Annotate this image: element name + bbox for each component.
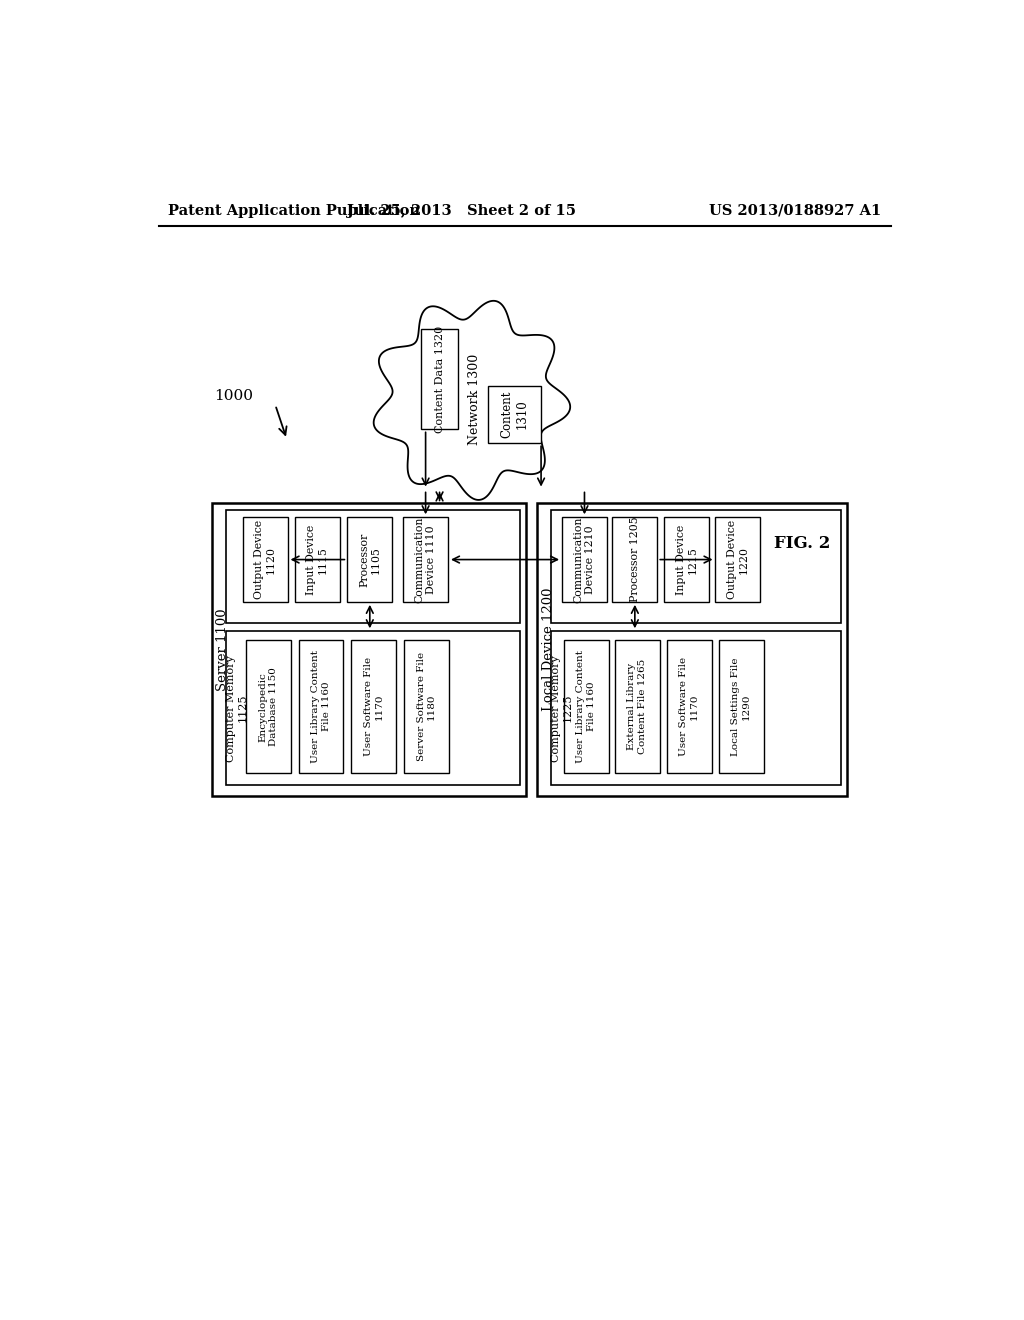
FancyBboxPatch shape — [562, 517, 607, 602]
Text: User Software File
1170: User Software File 1170 — [364, 657, 383, 756]
Text: Communication
Device 1110: Communication Device 1110 — [415, 516, 436, 603]
Text: US 2013/0188927 A1: US 2013/0188927 A1 — [709, 203, 882, 218]
FancyBboxPatch shape — [295, 517, 340, 602]
Text: Jul. 25, 2013   Sheet 2 of 15: Jul. 25, 2013 Sheet 2 of 15 — [347, 203, 575, 218]
Text: 1000: 1000 — [215, 388, 254, 403]
FancyBboxPatch shape — [225, 510, 520, 623]
Polygon shape — [374, 301, 570, 500]
FancyBboxPatch shape — [716, 517, 761, 602]
Text: Local Settings File
1290: Local Settings File 1290 — [731, 657, 751, 756]
Text: Patent Application Publication: Patent Application Publication — [168, 203, 420, 218]
FancyBboxPatch shape — [719, 640, 764, 774]
FancyBboxPatch shape — [665, 517, 710, 602]
FancyBboxPatch shape — [421, 330, 458, 429]
FancyBboxPatch shape — [614, 640, 659, 774]
FancyBboxPatch shape — [243, 517, 288, 602]
Text: Computer Memory
1225: Computer Memory 1225 — [551, 655, 572, 762]
Text: User Software File
1170: User Software File 1170 — [679, 657, 698, 756]
Text: Server 1100: Server 1100 — [216, 609, 229, 690]
Text: Processor
1105: Processor 1105 — [359, 532, 381, 586]
FancyBboxPatch shape — [246, 640, 291, 774]
Text: User Library Content
File 1160: User Library Content File 1160 — [311, 651, 331, 763]
Text: Processor 1205: Processor 1205 — [630, 516, 640, 602]
FancyBboxPatch shape — [299, 640, 343, 774]
Text: Encyclopedic
Database 1150: Encyclopedic Database 1150 — [259, 667, 278, 746]
Text: Output Device
1120: Output Device 1120 — [254, 520, 276, 599]
Text: Output Device
1220: Output Device 1220 — [727, 520, 749, 599]
Text: Computer Memory
1125: Computer Memory 1125 — [225, 655, 248, 762]
FancyBboxPatch shape — [667, 640, 712, 774]
Text: Input Device
1215: Input Device 1215 — [676, 524, 697, 595]
Text: Communication
Device 1210: Communication Device 1210 — [573, 516, 595, 603]
Text: User Library Content
File 1160: User Library Content File 1160 — [577, 651, 596, 763]
FancyBboxPatch shape — [212, 503, 525, 796]
FancyBboxPatch shape — [551, 631, 841, 785]
FancyBboxPatch shape — [551, 510, 841, 623]
FancyBboxPatch shape — [612, 517, 657, 602]
FancyBboxPatch shape — [538, 503, 847, 796]
FancyBboxPatch shape — [225, 631, 520, 785]
Text: Local Device 1200: Local Device 1200 — [542, 587, 555, 711]
FancyBboxPatch shape — [403, 517, 449, 602]
FancyBboxPatch shape — [351, 640, 396, 774]
Text: Network 1300: Network 1300 — [468, 354, 481, 445]
Text: Input Device
1115: Input Device 1115 — [306, 524, 328, 595]
FancyBboxPatch shape — [563, 640, 608, 774]
FancyBboxPatch shape — [403, 640, 449, 774]
Text: Content Data 1320: Content Data 1320 — [434, 326, 444, 433]
FancyBboxPatch shape — [347, 517, 392, 602]
Text: External Library
Content File 1265: External Library Content File 1265 — [628, 659, 647, 754]
Text: Server Software File
1180: Server Software File 1180 — [417, 652, 436, 762]
Text: FIG. 2: FIG. 2 — [774, 535, 830, 552]
Text: Content
1310: Content 1310 — [501, 391, 528, 438]
FancyBboxPatch shape — [488, 385, 541, 444]
